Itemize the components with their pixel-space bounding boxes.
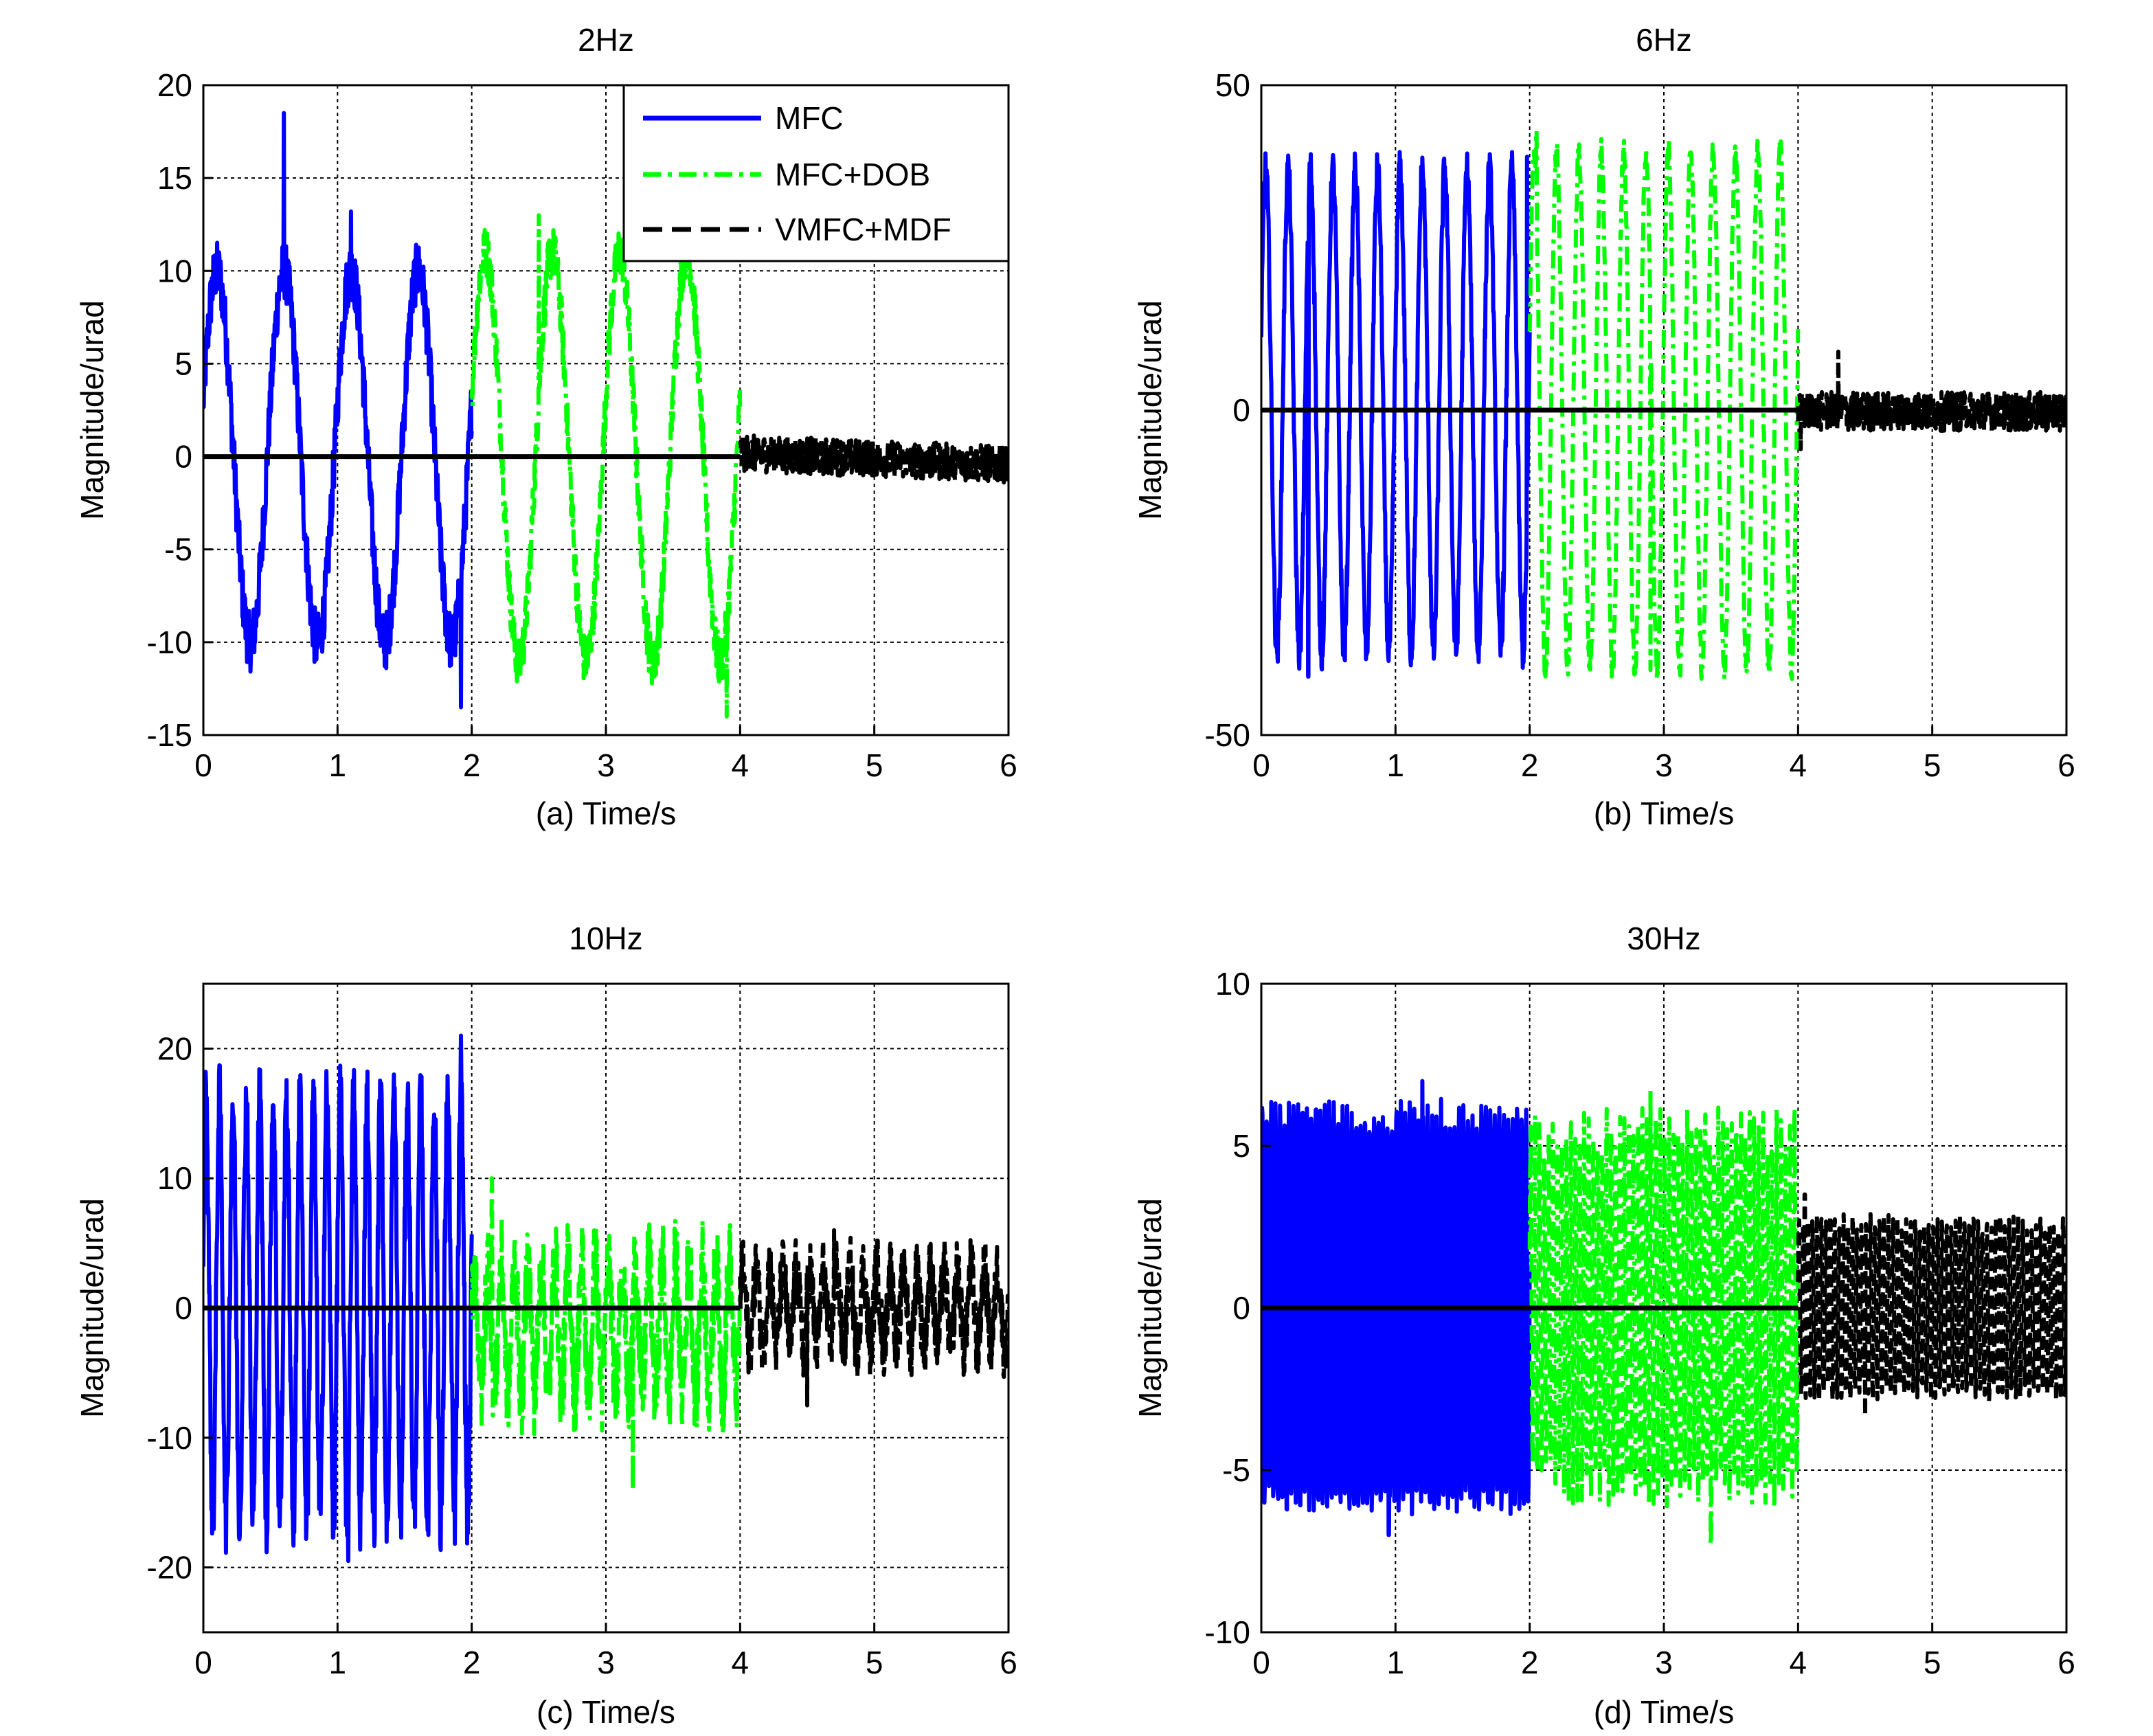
x-tick-label: 0 xyxy=(1252,747,1270,783)
y-tick-label: -10 xyxy=(147,624,192,660)
y-tick-label: 10 xyxy=(1215,966,1250,1002)
series-line-mfc-dob xyxy=(469,1176,743,1492)
series-layer xyxy=(203,111,1008,719)
series-line-mfc-dob xyxy=(469,213,743,719)
series-line-mfc xyxy=(1261,1079,1532,1537)
x-tick-label: 4 xyxy=(732,1645,749,1680)
x-tick-label: 2 xyxy=(1521,1645,1539,1680)
x-tick-label: 4 xyxy=(1790,1645,1807,1680)
series-line-mfc xyxy=(203,111,474,710)
x-tick-label: 6 xyxy=(1000,1645,1017,1680)
y-tick-label: -10 xyxy=(147,1420,192,1456)
x-tick-label: 2 xyxy=(1521,747,1539,783)
y-tick-label: 20 xyxy=(157,1030,192,1066)
x-tick-label: 1 xyxy=(1387,747,1405,783)
y-tick-label: -5 xyxy=(1222,1452,1250,1488)
y-tick-label: 0 xyxy=(1232,392,1250,428)
plot-area: 0 1 2 3 4 5 6 -20 -10 0 10 20 xyxy=(147,982,1017,1680)
x-tick-label: 0 xyxy=(1252,1645,1270,1680)
x-tick-label: 5 xyxy=(866,1645,883,1680)
y-tick-label: 10 xyxy=(157,1160,192,1196)
x-tick-label: 2 xyxy=(463,1645,481,1680)
y-tick-label: 0 xyxy=(174,1290,192,1326)
x-tick-label: 1 xyxy=(329,747,347,783)
y-tick-label: 50 xyxy=(1215,67,1250,103)
y-tick-label: 5 xyxy=(174,346,192,381)
x-tick-label: 4 xyxy=(732,747,749,783)
legend-label-mfc: MFC xyxy=(775,100,844,136)
x-tick-label: 6 xyxy=(1000,747,1017,783)
legend-label-vmfc-mdf: VMFC+MDF xyxy=(775,212,951,247)
x-tick-label: 3 xyxy=(597,1645,615,1680)
subplot-30hz: 30Hz 0 1 2 3 4 5 6 -10 -5 0 5 10 (d) Time/s Magnitu… xyxy=(1132,921,2075,1730)
x-tick-label: 1 xyxy=(1387,1645,1405,1680)
x-tick-label: 1 xyxy=(329,1645,347,1680)
y-axis-label: Magnitude/urad xyxy=(1132,300,1168,520)
series-line-mfc-dob xyxy=(1527,128,1801,681)
x-tick-label: 0 xyxy=(194,747,212,783)
series-line-vmfc-mdf xyxy=(1796,1192,2066,1417)
x-tick-label: 5 xyxy=(1924,747,1941,783)
plot-area: 0 1 2 3 4 5 6 -15 -10 -5 0 5 10 15 20 xyxy=(147,67,1017,783)
x-tick-label: 3 xyxy=(1655,1645,1673,1680)
y-axis-label: Magnitude/urad xyxy=(74,300,110,520)
y-tick-label: 10 xyxy=(157,253,192,289)
series-line-vmfc-mdf xyxy=(738,432,1008,485)
plot-area: 0 1 2 3 4 5 6 -10 -5 0 5 10 xyxy=(1205,966,2075,1680)
y-tick-label: 5 xyxy=(1232,1128,1250,1164)
subplot-2hz: 2Hz 0 1 2 3 4 5 6 -15 -10 -5 0 5 10 15 20 (a) Time/s M… xyxy=(74,22,1017,831)
series-line-vmfc-mdf xyxy=(738,1228,1008,1408)
series-line-vmfc-mdf xyxy=(1796,349,2066,451)
legend: MFC MFC+DOB VMFC+MDF xyxy=(622,84,1010,262)
x-tick-label: 4 xyxy=(1790,747,1807,783)
y-tick-label: -50 xyxy=(1205,717,1250,753)
y-tick-label: 20 xyxy=(157,67,192,103)
subplot-title: 2Hz xyxy=(578,22,634,58)
y-axis-label: Magnitude/urad xyxy=(1132,1198,1168,1418)
y-tick-label: 0 xyxy=(1232,1290,1250,1326)
x-tick-label: 5 xyxy=(866,747,883,783)
legend-label-mfc-dob: MFC+DOB xyxy=(775,157,930,192)
x-axis-label: (b) Time/s xyxy=(1594,796,1734,831)
x-tick-label: 5 xyxy=(1924,1645,1941,1680)
y-axis-label: Magnitude/urad xyxy=(74,1198,110,1418)
series-layer xyxy=(1261,1079,2066,1547)
x-axis-label: (a) Time/s xyxy=(536,796,676,831)
x-tick-label: 6 xyxy=(2058,1645,2075,1680)
y-tick-label: -5 xyxy=(164,532,192,567)
series-line-mfc xyxy=(203,1033,474,1564)
y-tick-label: -15 xyxy=(147,717,192,753)
x-tick-label: 6 xyxy=(2058,747,2075,783)
series-line-mfc xyxy=(1261,150,1532,679)
subplot-title: 30Hz xyxy=(1627,921,1700,956)
subplot-title: 10Hz xyxy=(569,921,642,956)
subplot-title: 6Hz xyxy=(1636,22,1692,58)
subplot-10hz: 10Hz 0 1 2 3 4 5 6 -20 -10 0 10 20 (c) Time/s Magni… xyxy=(74,921,1017,1730)
y-tick-label: -10 xyxy=(1205,1614,1250,1650)
x-axis-label: (d) Time/s xyxy=(1594,1694,1734,1730)
x-tick-label: 2 xyxy=(463,747,481,783)
series-line-mfc-dob xyxy=(1527,1088,1801,1547)
x-tick-label: 0 xyxy=(194,1645,212,1680)
y-tick-label: 15 xyxy=(157,160,192,196)
series-layer xyxy=(1261,128,2066,681)
y-tick-label: -20 xyxy=(147,1550,192,1586)
x-tick-label: 3 xyxy=(1655,747,1673,783)
x-tick-label: 3 xyxy=(597,747,615,783)
y-tick-label: 0 xyxy=(174,439,192,475)
x-axis-label: (c) Time/s xyxy=(537,1694,675,1730)
series-layer xyxy=(203,1033,1008,1564)
